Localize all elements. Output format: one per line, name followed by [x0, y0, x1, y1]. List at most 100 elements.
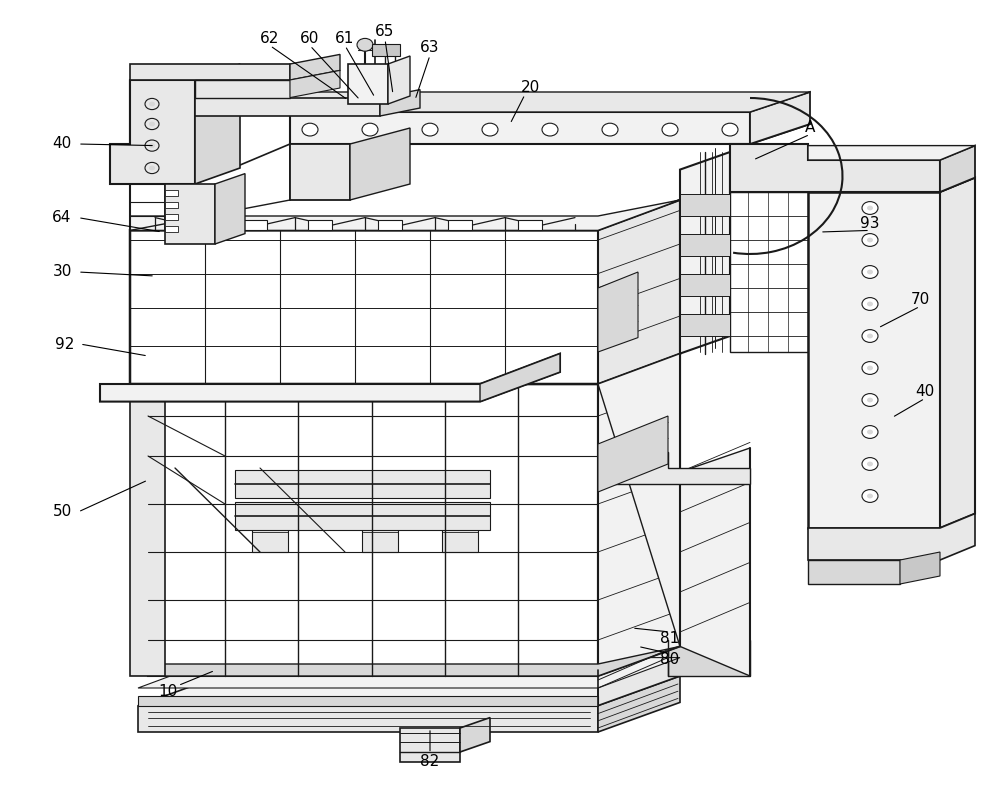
Circle shape	[867, 270, 873, 274]
Polygon shape	[130, 200, 680, 230]
Text: 65: 65	[375, 25, 395, 39]
Polygon shape	[180, 220, 204, 230]
Polygon shape	[252, 520, 288, 552]
Polygon shape	[290, 70, 340, 98]
Text: 50: 50	[52, 505, 72, 519]
Polygon shape	[598, 452, 750, 484]
Text: 70: 70	[910, 293, 930, 307]
Circle shape	[149, 122, 155, 126]
Polygon shape	[290, 54, 340, 80]
Polygon shape	[138, 658, 680, 688]
Text: 62: 62	[260, 31, 280, 46]
Text: 40: 40	[915, 385, 935, 399]
Polygon shape	[378, 220, 402, 230]
Circle shape	[722, 123, 738, 136]
Polygon shape	[900, 552, 940, 584]
Polygon shape	[148, 384, 598, 676]
Polygon shape	[598, 640, 750, 706]
Circle shape	[862, 490, 878, 502]
Circle shape	[357, 38, 373, 51]
Polygon shape	[680, 234, 730, 256]
Polygon shape	[130, 384, 165, 676]
Circle shape	[422, 123, 438, 136]
Text: 60: 60	[300, 31, 320, 46]
Text: 63: 63	[420, 41, 440, 55]
Circle shape	[302, 123, 318, 136]
Text: 92: 92	[55, 337, 75, 351]
Polygon shape	[808, 192, 940, 528]
Circle shape	[862, 426, 878, 438]
Polygon shape	[165, 214, 178, 220]
Polygon shape	[442, 520, 478, 552]
Polygon shape	[308, 220, 332, 230]
Circle shape	[542, 123, 558, 136]
Circle shape	[149, 143, 155, 148]
Polygon shape	[598, 354, 680, 676]
Polygon shape	[808, 560, 900, 584]
Polygon shape	[362, 520, 398, 552]
Polygon shape	[668, 640, 750, 676]
Polygon shape	[235, 502, 490, 530]
Circle shape	[867, 462, 873, 466]
Circle shape	[862, 202, 878, 214]
Polygon shape	[130, 64, 290, 80]
Circle shape	[602, 123, 618, 136]
Polygon shape	[215, 174, 245, 244]
Circle shape	[867, 206, 873, 210]
Circle shape	[862, 394, 878, 406]
Circle shape	[867, 494, 873, 498]
Polygon shape	[808, 146, 975, 160]
Polygon shape	[518, 220, 542, 230]
Text: 20: 20	[520, 81, 540, 95]
Polygon shape	[598, 200, 680, 384]
Polygon shape	[243, 220, 267, 230]
Text: 81: 81	[660, 631, 680, 646]
Text: 80: 80	[660, 653, 680, 667]
Text: 93: 93	[860, 217, 880, 231]
Circle shape	[867, 398, 873, 402]
Polygon shape	[195, 80, 290, 98]
Polygon shape	[598, 354, 750, 676]
Polygon shape	[165, 184, 215, 244]
Circle shape	[862, 330, 878, 342]
Text: 61: 61	[335, 31, 355, 46]
Polygon shape	[110, 80, 195, 184]
Circle shape	[862, 298, 878, 310]
Polygon shape	[290, 112, 750, 144]
Polygon shape	[680, 152, 730, 354]
Circle shape	[862, 458, 878, 470]
Polygon shape	[598, 416, 668, 492]
Polygon shape	[680, 194, 730, 216]
Polygon shape	[730, 144, 940, 192]
Circle shape	[867, 302, 873, 306]
Circle shape	[867, 334, 873, 338]
Polygon shape	[460, 718, 490, 752]
Polygon shape	[348, 64, 388, 104]
Polygon shape	[350, 128, 410, 200]
Polygon shape	[448, 220, 472, 230]
Text: A: A	[805, 121, 815, 135]
Text: 40: 40	[52, 137, 72, 151]
Polygon shape	[290, 144, 350, 200]
Circle shape	[867, 366, 873, 370]
Circle shape	[662, 123, 678, 136]
Polygon shape	[100, 354, 560, 402]
Circle shape	[867, 430, 873, 434]
Circle shape	[862, 234, 878, 246]
Polygon shape	[165, 226, 178, 232]
Polygon shape	[808, 178, 975, 192]
Text: 82: 82	[420, 754, 440, 769]
Polygon shape	[195, 64, 240, 184]
Polygon shape	[130, 200, 680, 384]
Polygon shape	[138, 706, 598, 732]
Circle shape	[867, 238, 873, 242]
Polygon shape	[388, 56, 410, 104]
Polygon shape	[235, 470, 490, 498]
Polygon shape	[148, 646, 680, 676]
Circle shape	[862, 266, 878, 278]
Polygon shape	[138, 676, 680, 706]
Polygon shape	[940, 178, 975, 528]
Polygon shape	[138, 696, 598, 706]
Polygon shape	[372, 44, 400, 56]
Text: 30: 30	[52, 265, 72, 279]
